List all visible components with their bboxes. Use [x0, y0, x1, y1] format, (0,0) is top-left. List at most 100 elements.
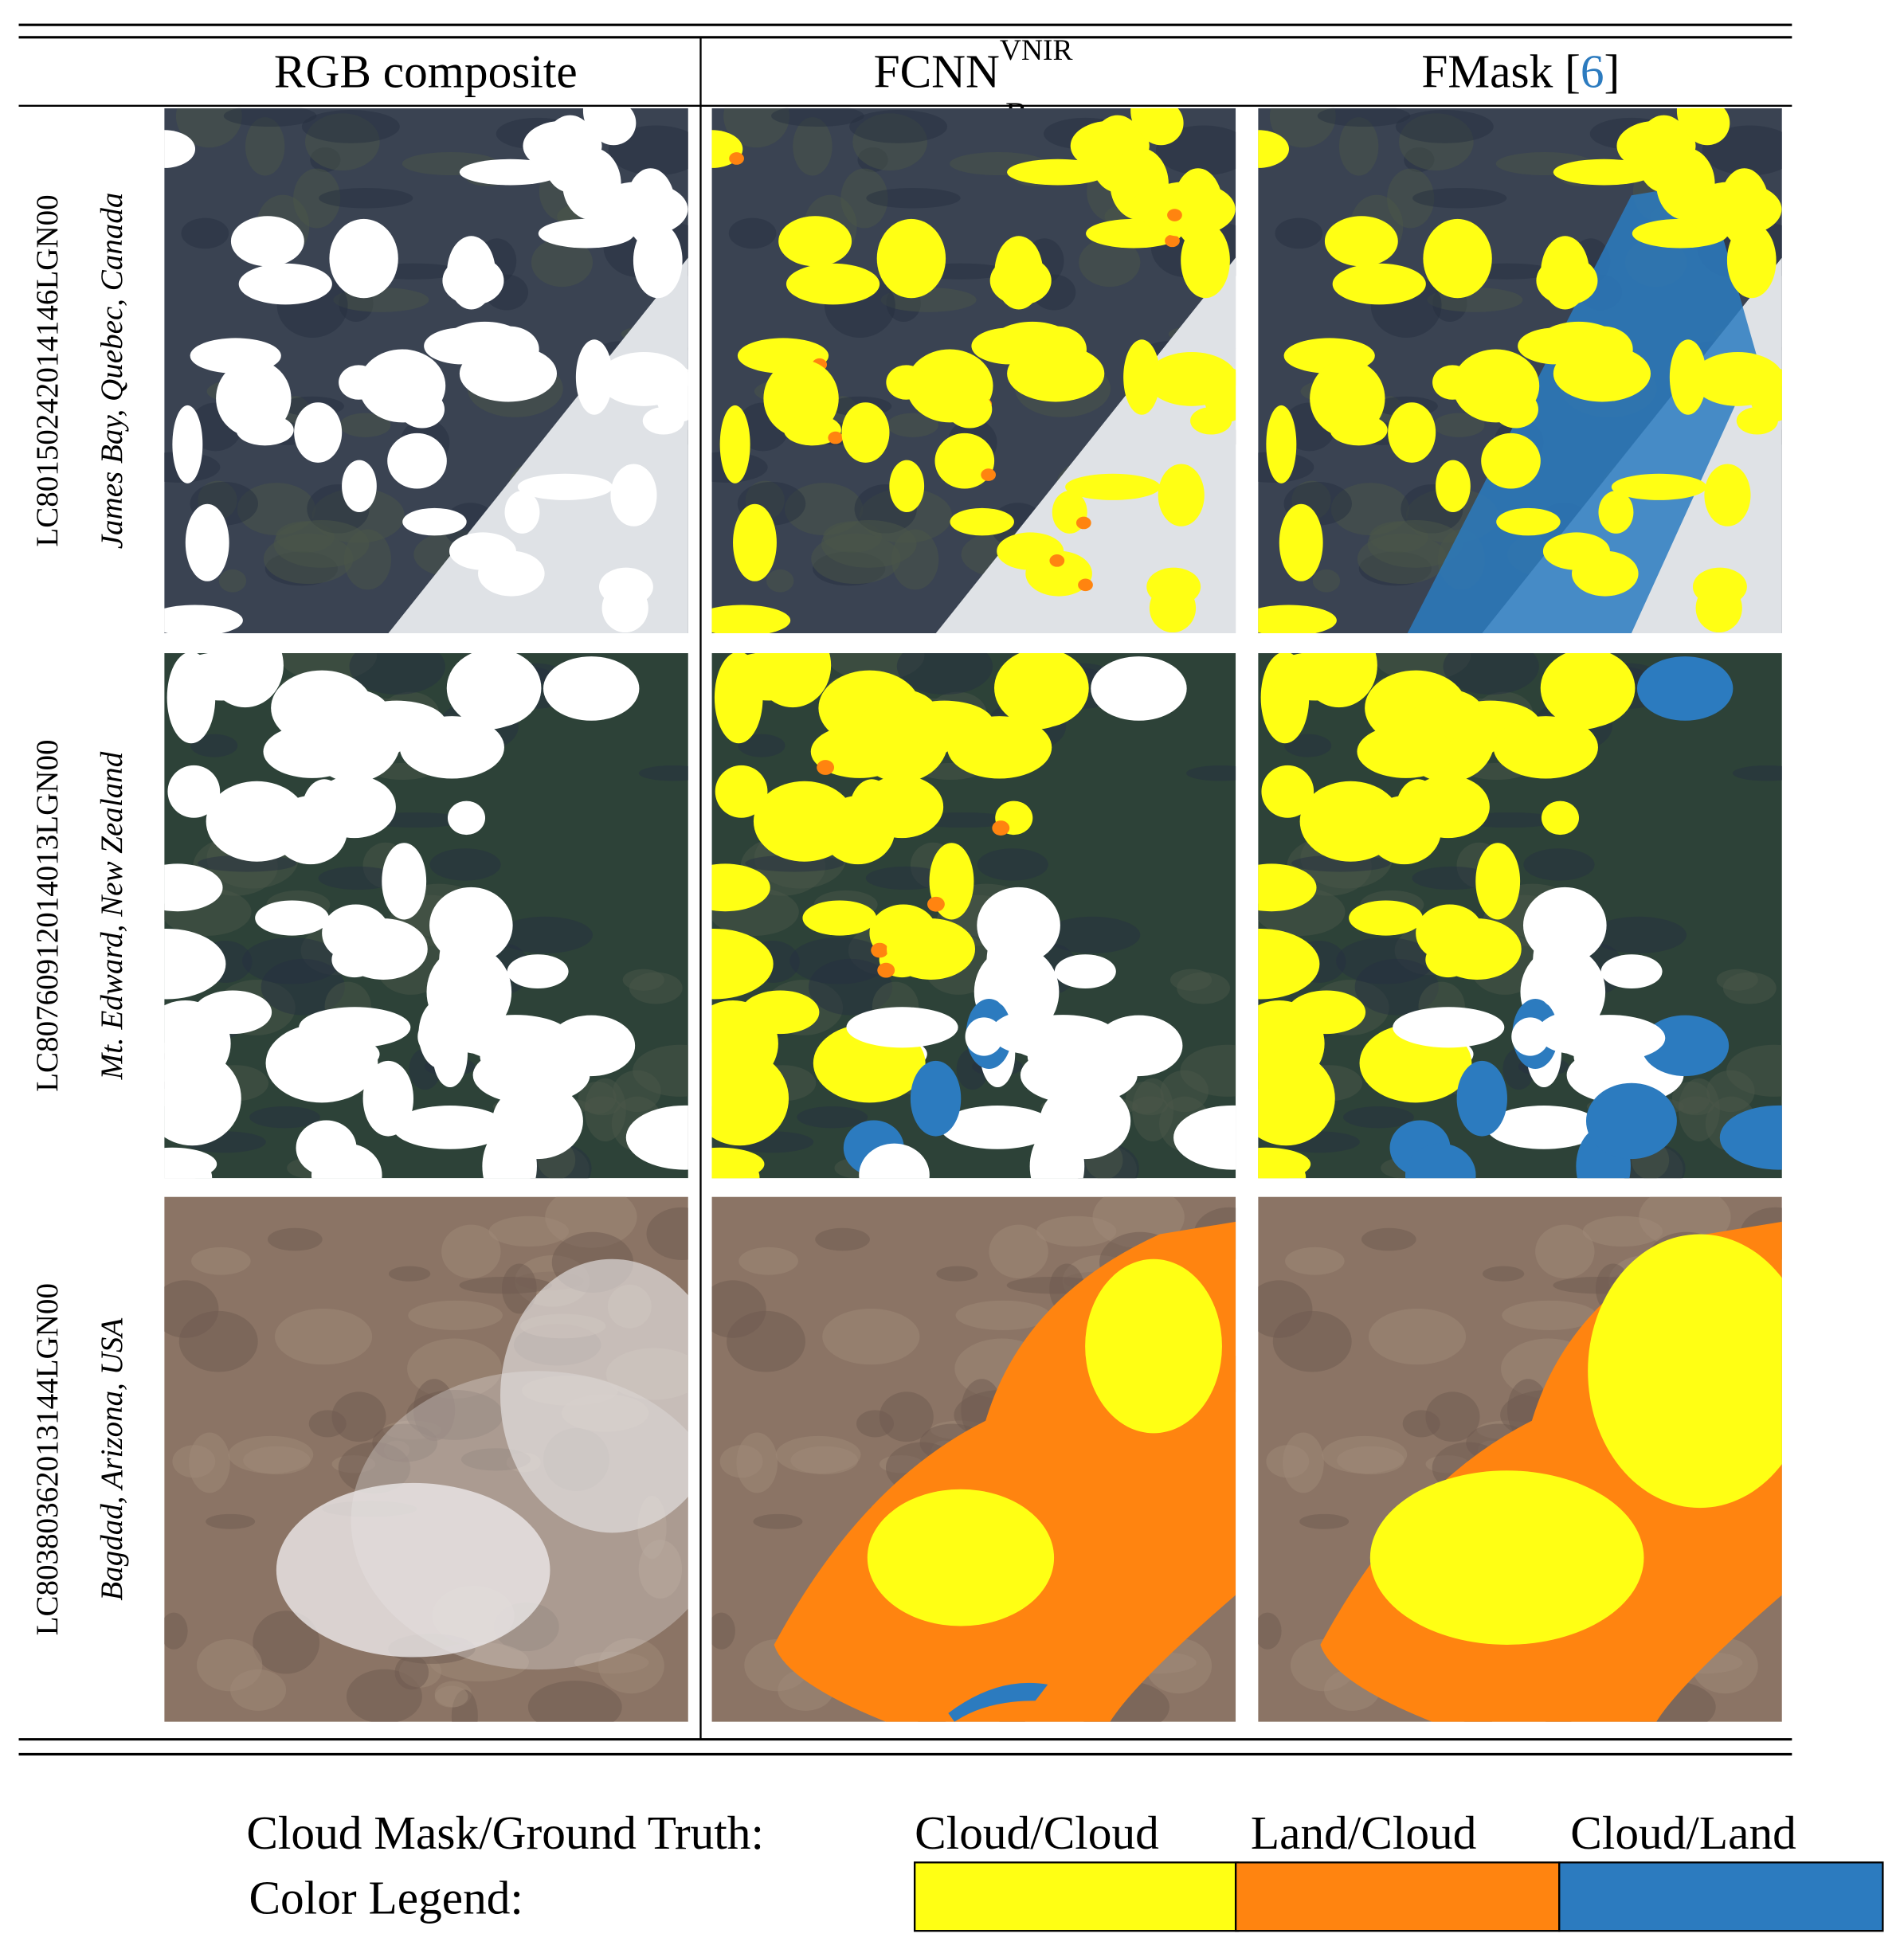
row-location: Bagdad, Arizona, USA — [95, 1318, 129, 1601]
terrain — [1412, 866, 1492, 890]
terrain — [736, 1432, 778, 1493]
cloud — [1493, 390, 1539, 429]
cloud — [1330, 414, 1388, 446]
terrain — [249, 1106, 320, 1129]
terrain — [989, 1224, 1048, 1278]
terrain — [459, 1276, 552, 1294]
snow-cloud — [1636, 656, 1734, 721]
legend-swatch — [913, 1861, 1240, 1932]
terrain — [638, 765, 688, 781]
row-id: LC80150242014146LGN00 — [30, 194, 65, 546]
snow-cloud — [625, 1105, 688, 1170]
terrain — [1443, 653, 1539, 695]
satellite-image — [711, 108, 1236, 634]
terrain — [711, 1612, 735, 1650]
cloud — [339, 365, 379, 400]
mask-edge — [1078, 578, 1093, 592]
cloud — [1536, 256, 1598, 305]
snow-cloud — [1258, 928, 1320, 1000]
cloud — [610, 464, 657, 526]
terrain — [1732, 765, 1782, 781]
snow-cloud — [301, 779, 348, 848]
snow-cloud — [1054, 954, 1116, 989]
snow-cloud — [1540, 653, 1636, 728]
terrain — [273, 519, 370, 568]
snow-cloud — [1258, 863, 1317, 912]
cloud — [164, 130, 196, 168]
cloud — [601, 583, 648, 633]
terrain — [1186, 765, 1236, 781]
cloud — [733, 503, 777, 581]
cloud — [387, 432, 447, 489]
terrain — [821, 519, 917, 568]
terrain — [879, 1391, 934, 1442]
legend-label: Color Legend: — [249, 1871, 523, 1924]
citation-link[interactable]: 6 — [1581, 45, 1604, 97]
snow-cloud — [1091, 656, 1187, 721]
cloud — [711, 605, 791, 634]
cloud — [1258, 605, 1337, 634]
mask-edge — [927, 896, 945, 912]
cloud — [1138, 108, 1184, 146]
terrain — [339, 413, 391, 437]
mask-edge — [828, 431, 844, 444]
column-header: FMask [6] — [1421, 45, 1620, 97]
terrain — [1523, 848, 1595, 881]
terrain — [206, 1513, 256, 1529]
terrain — [822, 1308, 920, 1365]
snow-cloud — [459, 1015, 572, 1062]
terrain — [1338, 117, 1379, 176]
cloud — [989, 256, 1052, 305]
terrain — [531, 237, 594, 288]
mask-region — [1407, 182, 1757, 634]
cloud — [517, 473, 613, 500]
snow-cloud — [946, 716, 1052, 779]
terrain — [1285, 1247, 1345, 1275]
satellite-image — [711, 1196, 1236, 1722]
snow-cloud — [802, 900, 877, 936]
cloud — [1553, 159, 1655, 186]
cloud — [1611, 473, 1707, 500]
haze — [276, 1482, 550, 1658]
terrain — [545, 1196, 637, 1248]
snow-cloud — [1258, 1051, 1335, 1146]
cloud — [1123, 339, 1161, 415]
legend-swatch — [1234, 1861, 1561, 1932]
cloud — [841, 402, 890, 463]
terrain — [1283, 1432, 1324, 1493]
terrain — [1361, 1227, 1416, 1251]
terrain — [1716, 969, 1758, 991]
terrain — [488, 1215, 570, 1247]
terrain — [598, 1638, 664, 1694]
terrain — [1299, 1513, 1350, 1529]
snow-cloud — [174, 653, 268, 701]
terrain — [1317, 108, 1411, 127]
terrain — [896, 653, 993, 695]
snow-cloud — [1261, 765, 1314, 818]
cloud — [402, 507, 467, 536]
terrain — [1284, 734, 1332, 757]
terrain — [977, 848, 1048, 881]
mask-edge — [877, 962, 895, 978]
cloud — [1388, 402, 1436, 463]
header-text: ] — [1604, 45, 1620, 97]
terrain — [789, 937, 888, 984]
snow-cloud — [910, 1060, 962, 1137]
mask-cloud — [1588, 1234, 1782, 1509]
terrain — [1275, 217, 1323, 249]
cloud — [1158, 464, 1205, 526]
cloud — [997, 532, 1064, 570]
snow-cloud — [1641, 1015, 1730, 1077]
terrain — [766, 569, 794, 593]
terrain — [728, 217, 777, 249]
cloud — [971, 327, 1048, 365]
mask-edge — [948, 1682, 1048, 1722]
satellite-image — [1258, 653, 1782, 1179]
snow-cloud — [362, 1060, 414, 1137]
cloud — [236, 414, 294, 446]
terrain — [527, 1681, 622, 1722]
snow-cloud — [1511, 1017, 1549, 1056]
terrain — [245, 117, 285, 176]
snow-cloud — [722, 653, 817, 701]
snow-cloud — [1493, 716, 1598, 779]
